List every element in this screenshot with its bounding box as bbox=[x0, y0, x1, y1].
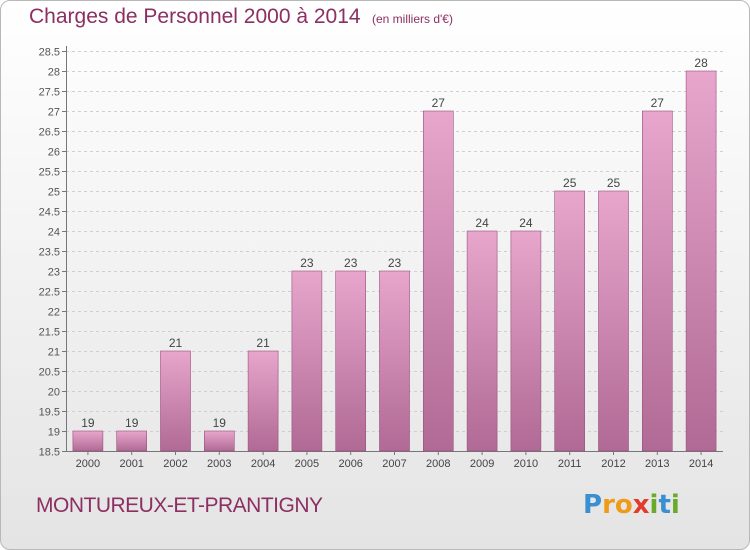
bar bbox=[641, 110, 673, 452]
bar bbox=[685, 70, 717, 452]
x-tick-label: 2012 bbox=[601, 458, 625, 470]
data-label: 19 bbox=[125, 416, 139, 430]
logo-letter: x bbox=[632, 490, 650, 520]
data-label: 21 bbox=[256, 336, 270, 350]
y-tick-label: 22 bbox=[48, 307, 60, 319]
x-tick-label: 2004 bbox=[251, 458, 275, 470]
data-label: 23 bbox=[388, 256, 402, 270]
chart-subtitle: (en milliers d'€) bbox=[372, 12, 453, 26]
x-tick-label: 2010 bbox=[514, 458, 538, 470]
x-tick-label: 2006 bbox=[338, 458, 362, 470]
bar bbox=[422, 110, 454, 452]
x-tick-label: 2008 bbox=[426, 458, 450, 470]
data-label: 24 bbox=[519, 216, 533, 230]
bar bbox=[554, 190, 586, 452]
logo-letter: o bbox=[614, 490, 633, 520]
x-tick-label: 2003 bbox=[207, 458, 231, 470]
commune-name: MONTUREUX-ET-PRANTIGNY bbox=[36, 494, 323, 517]
bar bbox=[160, 350, 191, 452]
x-tick-label: 2002 bbox=[163, 458, 187, 470]
y-tick-label: 27 bbox=[48, 107, 60, 119]
x-tick-label: 2001 bbox=[119, 458, 143, 470]
data-label: 27 bbox=[651, 96, 665, 110]
bar bbox=[116, 430, 147, 452]
bar bbox=[510, 230, 542, 452]
data-label: 19 bbox=[81, 416, 95, 430]
data-label: 25 bbox=[563, 176, 577, 190]
x-tick-label: 2009 bbox=[470, 458, 494, 470]
logo-letter: P bbox=[583, 490, 603, 520]
logo-letter: r bbox=[602, 490, 615, 520]
chart-title: Charges de Personnel 2000 à 2014 bbox=[29, 5, 361, 28]
x-tick-label: 2011 bbox=[558, 458, 582, 470]
y-tick-label: 24 bbox=[48, 227, 60, 239]
logo-letter: i bbox=[649, 490, 659, 520]
x-tick-label: 2000 bbox=[76, 458, 100, 470]
x-tick-label: 2014 bbox=[689, 458, 713, 470]
x-tick-label: 2013 bbox=[645, 458, 669, 470]
proxiti-logo: Proxiti bbox=[583, 490, 680, 520]
bar bbox=[291, 270, 323, 452]
data-label: 27 bbox=[432, 96, 446, 110]
y-tick-label: 24.5 bbox=[39, 207, 60, 219]
y-tick-label: 18.5 bbox=[39, 447, 60, 459]
axes bbox=[62, 46, 723, 455]
bar bbox=[247, 350, 279, 452]
logo-letter: i bbox=[670, 490, 680, 520]
y-tick-label: 19 bbox=[48, 427, 60, 439]
y-tick-label: 21 bbox=[48, 347, 60, 359]
bar bbox=[335, 270, 367, 452]
data-label: 25 bbox=[607, 176, 621, 190]
data-label: 23 bbox=[344, 256, 358, 270]
y-tick-label: 25.5 bbox=[39, 167, 60, 179]
bar bbox=[204, 430, 235, 452]
y-tick-label: 28.5 bbox=[39, 47, 60, 59]
data-label: 23 bbox=[300, 256, 314, 270]
y-tick-label: 23.5 bbox=[39, 247, 60, 259]
x-tick-label: 2005 bbox=[295, 458, 319, 470]
labels: 18.5 19 19.5 20 20.5 21 21.5 22 22.5 23 23.5 24 24.5… bbox=[39, 47, 714, 471]
data-label: 24 bbox=[475, 216, 489, 230]
y-tick-label: 25 bbox=[48, 187, 60, 199]
bars bbox=[72, 70, 717, 452]
y-tick-label: 21.5 bbox=[39, 327, 60, 339]
logo-letter: t bbox=[658, 490, 671, 520]
y-tick-label: 26.5 bbox=[39, 127, 60, 139]
x-tick-label: 2007 bbox=[382, 458, 406, 470]
y-tick-label: 20 bbox=[48, 387, 60, 399]
bar bbox=[72, 430, 104, 452]
bar bbox=[379, 270, 410, 452]
y-tick-label: 22.5 bbox=[39, 287, 60, 299]
y-tick-label: 23 bbox=[48, 267, 60, 279]
bar bbox=[598, 190, 629, 452]
y-tick-label: 26 bbox=[48, 147, 60, 159]
data-label: 19 bbox=[213, 416, 227, 430]
y-tick-label: 19.5 bbox=[39, 407, 60, 419]
data-label: 28 bbox=[694, 56, 708, 70]
data-label: 21 bbox=[169, 336, 183, 350]
y-tick-label: 20.5 bbox=[39, 367, 60, 379]
y-tick-label: 28 bbox=[48, 67, 60, 79]
y-tick-label: 27.5 bbox=[39, 87, 60, 99]
bar bbox=[466, 230, 498, 452]
